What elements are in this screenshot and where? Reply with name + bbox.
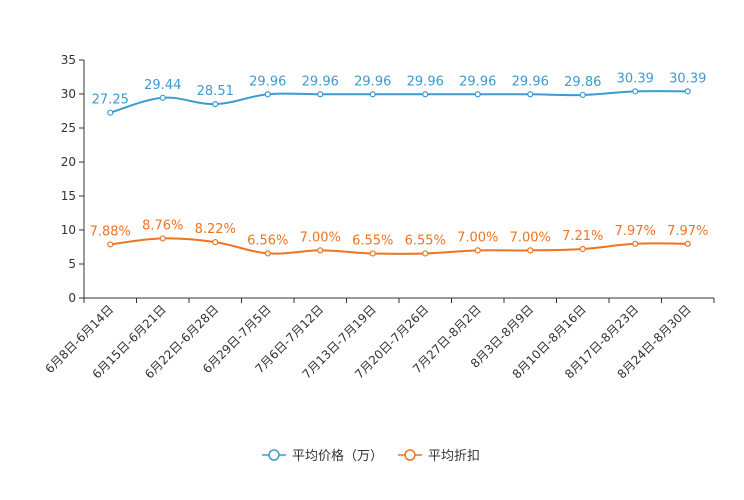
data-point [317,91,324,98]
data-point [107,109,114,116]
data-point [527,247,534,254]
data-point [212,101,219,108]
data-point [159,235,166,242]
data-label: 7.21% [562,229,603,244]
y-tick-label: 30 [61,87,76,101]
data-point [317,247,324,254]
data-label: 7.97% [667,224,708,239]
y-tick-label: 35 [61,53,76,67]
data-label: 6.56% [247,233,288,248]
data-label: 8.76% [142,218,183,233]
data-label: 7.00% [457,230,498,245]
data-label: 29.86 [564,75,601,90]
data-point [159,94,166,101]
data-label: 30.39 [669,71,706,86]
data-label: 29.96 [302,74,339,89]
data-label: 29.96 [354,74,391,89]
data-point [422,250,429,257]
data-label: 29.96 [459,74,496,89]
data-point [422,91,429,98]
legend-item-1[interactable]: 平均折扣 [398,449,480,464]
y-tick-label: 5 [68,257,76,271]
legend-marker-icon [268,449,280,461]
data-point [632,88,639,95]
legend-item-0[interactable]: 平均价格（万） [262,448,383,464]
data-labels-layer: 27.25 29.44 28.51 29.96 29.96 29.96 29.96 29.96… [90,71,709,248]
data-label: 7.00% [510,230,551,245]
y-tick-label: 10 [61,223,76,237]
data-point [684,240,691,247]
y-tick-label: 0 [68,291,76,305]
data-point [107,241,114,248]
data-label: 30.39 [617,71,654,86]
data-label: 27.25 [92,93,129,108]
data-label: 29.44 [144,78,181,93]
y-tick-label: 20 [61,155,76,169]
data-point [264,250,271,257]
legend[interactable]: 平均价格（万） 平均折扣 [262,448,480,464]
legend-marker-icon [404,449,416,461]
data-point [264,91,271,98]
series-line-1 [110,237,688,255]
legend-label: 平均折扣 [428,449,480,464]
y-tick-label: 15 [61,189,76,203]
data-point [474,247,481,254]
data-label: 6.55% [405,233,446,248]
data-label: 6.55% [352,233,393,248]
data-point [579,91,586,99]
data-point [579,245,586,253]
legend-label: 平均价格（万） [292,448,383,464]
data-label: 29.96 [249,74,286,89]
data-point [632,240,639,247]
data-label: 7.88% [90,224,131,239]
y-tick-label: 25 [61,121,76,135]
series-line-0 [109,90,688,114]
data-label: 7.00% [300,230,341,245]
data-point [369,250,376,257]
data-label: 29.96 [512,74,549,89]
data-point [527,91,534,98]
data-point [684,88,691,95]
data-point [474,91,481,98]
data-point [369,91,376,98]
series-lines-layer [107,88,691,257]
data-label: 28.51 [197,84,234,99]
data-label: 7.97% [615,224,656,239]
data-point [212,239,219,246]
data-label: 29.96 [407,74,444,89]
data-label: 8.22% [195,222,236,237]
